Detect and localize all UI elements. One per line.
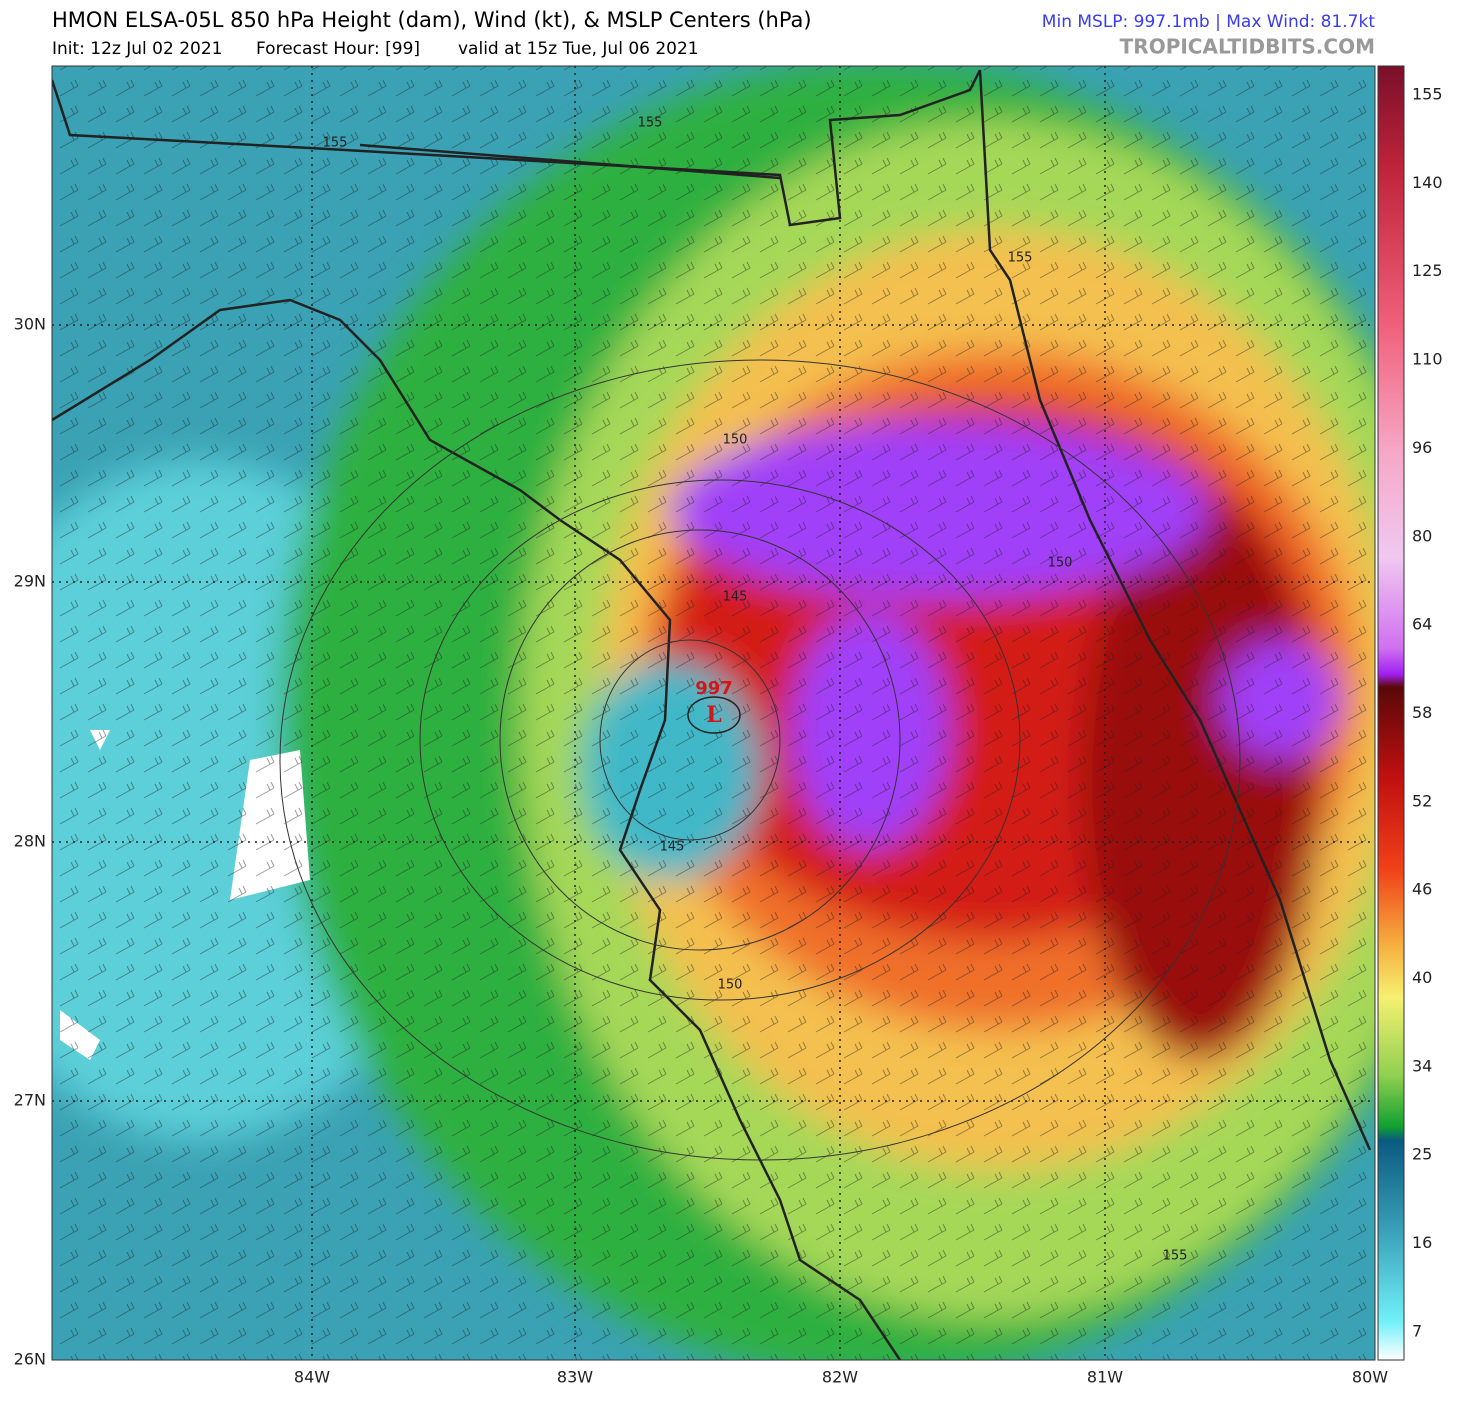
lon-label: 81W	[1087, 1368, 1123, 1387]
lat-label: 30N	[14, 315, 46, 334]
contour-label: 155	[323, 136, 348, 151]
low-ring	[687, 696, 741, 734]
colorbar-label: 155	[1412, 85, 1443, 104]
colorbar-label: 52	[1412, 791, 1432, 810]
low-symbol: L	[706, 702, 721, 728]
colorbar-label: 46	[1412, 880, 1432, 899]
colorbar-label: 40	[1412, 968, 1432, 987]
colorbar-label: 58	[1412, 703, 1432, 722]
contour-label: 150	[718, 978, 743, 993]
header: HMON ELSA-05L 850 hPa Height (dam), Wind…	[52, 8, 1375, 59]
low-pressure: 997	[695, 678, 733, 699]
title: HMON ELSA-05L 850 hPa Height (dam), Wind…	[52, 8, 812, 32]
colorbar-label: 16	[1412, 1233, 1432, 1252]
colorbar-label: 125	[1412, 261, 1443, 280]
contour-label: 145	[723, 590, 748, 605]
contour-label: 155	[638, 116, 663, 131]
height-contours	[279, 359, 1241, 1161]
lon-label: 83W	[557, 1368, 593, 1387]
lon-label: 80W	[1352, 1368, 1388, 1387]
contour-label: 155	[1163, 1249, 1188, 1264]
colorbar-label: 140	[1412, 173, 1443, 192]
map-frame	[51, 65, 1376, 1361]
valid-time: valid at 15z Tue, Jul 06 2021	[458, 39, 699, 59]
stats: Min MSLP: 997.1mb | Max Wind: 81.7kt	[1042, 12, 1376, 32]
colorbar-label: 7	[1412, 1321, 1422, 1340]
map: 997 L 155 155 155 150 150 145 145 150 155	[52, 66, 1375, 1360]
init-time: Init: 12z Jul 02 2021	[52, 39, 222, 59]
lat-label: 27N	[14, 1091, 46, 1110]
colorbar-label: 64	[1412, 615, 1432, 634]
contour-label: 150	[1048, 556, 1073, 571]
lat-label: 29N	[14, 572, 46, 591]
graticule	[52, 66, 1375, 1360]
colorbar-label: 96	[1412, 438, 1432, 457]
colorbar	[1377, 65, 1405, 1361]
colorbar-label: 25	[1412, 1145, 1432, 1164]
colorbar-label: 34	[1412, 1056, 1432, 1075]
colorbar-label: 110	[1412, 350, 1443, 369]
lat-label: 26N	[14, 1350, 46, 1369]
lon-label: 84W	[294, 1368, 330, 1387]
forecast-hour: Forecast Hour: [99]	[256, 39, 420, 59]
contour-label: 150	[723, 433, 748, 448]
lat-label: 28N	[14, 832, 46, 851]
contour-label: 155	[1008, 251, 1033, 266]
contour-label: 145	[660, 840, 685, 855]
source: TROPICALTIDBITS.COM	[1120, 35, 1375, 59]
lon-label: 82W	[822, 1368, 858, 1387]
colorbar-label: 80	[1412, 526, 1432, 545]
